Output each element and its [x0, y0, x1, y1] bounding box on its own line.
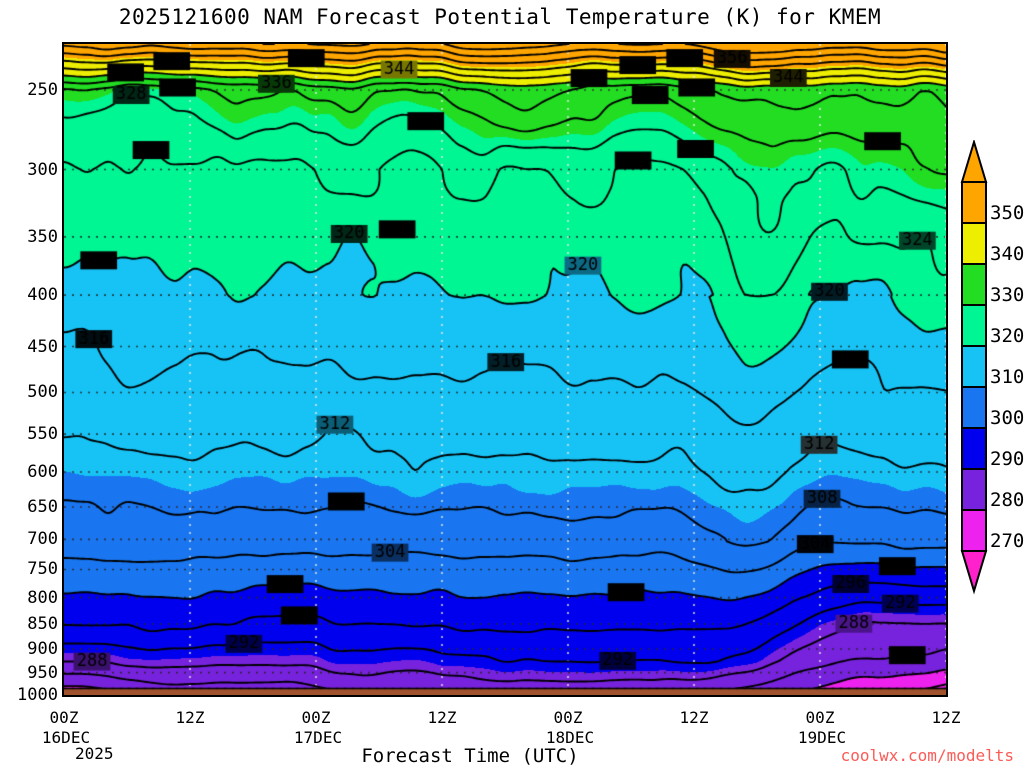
x-axis-tick-2: 00Z [301, 708, 331, 727]
x-axis-tick-6: 00Z [805, 708, 835, 727]
y-axis-tick-450: 450 [27, 336, 58, 357]
colorbar-label-290: 290 [990, 448, 1024, 470]
y-axis-tick-700: 700 [27, 529, 58, 550]
y-axis-tick-600: 600 [27, 462, 58, 483]
x-axis-date-1: 17DEC [293, 728, 343, 747]
x-axis-tick-7: 12Z [931, 708, 961, 727]
contour-plot-canvas [64, 44, 946, 695]
y-axis-tick-500: 500 [27, 382, 58, 403]
x-axis-labels: 00Z 12Z 00Z 12Z 00Z 12Z 00Z 12Z 16DEC 17DEC 18DEC 1… [0, 700, 1024, 768]
y-axis-tick-250: 250 [27, 79, 58, 100]
y-axis-tick-850: 850 [27, 614, 58, 635]
x-axis-date-2: 18DEC [545, 728, 595, 747]
x-axis-year: 2025 [75, 744, 114, 763]
colorbar-label-310: 310 [990, 366, 1024, 388]
y-axis-tick-300: 300 [27, 159, 58, 180]
watermark-link[interactable]: coolwx.com/modelts [840, 746, 1014, 765]
colorbar-label-330: 330 [990, 284, 1024, 306]
colorbar-label-350: 350 [990, 202, 1024, 224]
y-axis-tick-750: 750 [27, 559, 58, 580]
x-axis-date-3: 19DEC [797, 728, 847, 747]
x-axis-tick-0: 00Z [49, 708, 79, 727]
x-axis-tick-1: 12Z [175, 708, 205, 727]
x-axis-title: Forecast Time (UTC) [361, 745, 579, 767]
y-axis-tick-650: 650 [27, 496, 58, 517]
colorbar-label-300: 300 [990, 407, 1024, 429]
x-axis-tick-4: 00Z [553, 708, 583, 727]
colorbar-label-270: 270 [990, 530, 1024, 552]
page-title: 2025121600 NAM Forecast Potential Temper… [118, 5, 882, 29]
colorbar-label-340: 340 [990, 243, 1024, 265]
y-axis-tick-800: 800 [27, 587, 58, 608]
colorbar-legend: 350 340 330 320 310 300 290 280 270 [956, 140, 1024, 600]
y-axis-labels: 250 300 350 400 450 500 550 600 650 700 750 800 850 9… [0, 42, 58, 705]
y-axis-tick-400: 400 [27, 285, 58, 306]
y-axis-tick-550: 550 [27, 424, 58, 445]
colorbar-label-320: 320 [990, 325, 1024, 347]
y-axis-tick-350: 350 [27, 226, 58, 247]
y-axis-tick-900: 900 [27, 639, 58, 660]
colorbar-label-280: 280 [990, 489, 1024, 511]
plot-area [62, 42, 948, 697]
y-axis-tick-950: 950 [27, 662, 58, 683]
colorbar-swatches [960, 140, 988, 595]
y-axis-tick-1000: 1000 [17, 685, 58, 705]
x-axis-date-0: 16DEC [41, 728, 91, 747]
x-axis-tick-3: 12Z [427, 708, 457, 727]
x-axis-tick-5: 12Z [679, 708, 709, 727]
